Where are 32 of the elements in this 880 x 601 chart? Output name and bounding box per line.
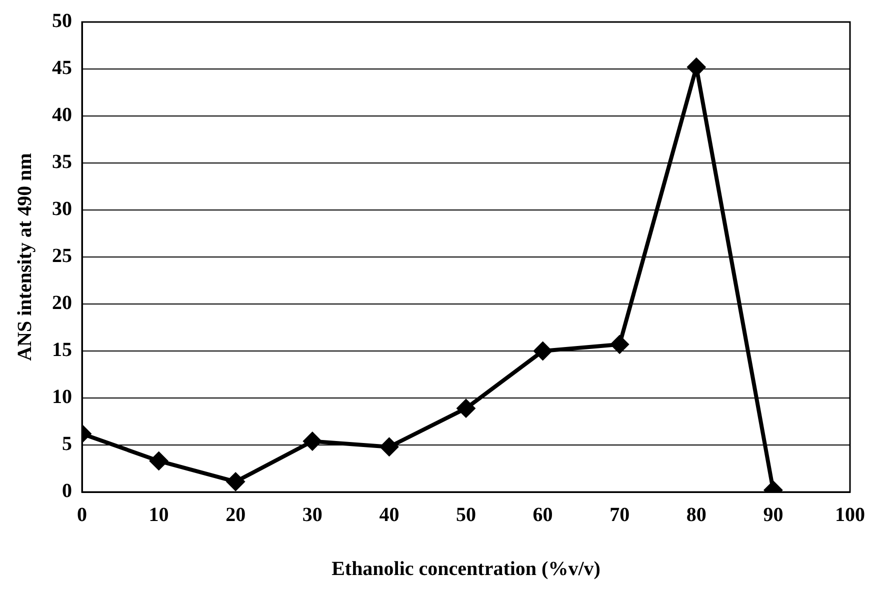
point [380,437,399,456]
point [226,472,246,492]
x-tick-label: 30 [302,504,322,526]
x-axis-title: Ethanolic concentration (%v/v) [332,558,600,580]
point [456,398,476,418]
y-tick-label: 5 [62,433,72,456]
x-tick-label: 100 [835,504,865,526]
y-tick-label: 50 [52,10,72,32]
x-tick-label: 90 [763,504,784,526]
y-tick-label: 45 [52,57,72,80]
point [533,342,552,360]
x-tick-label: 50 [456,504,476,526]
x-tick-label: 0 [77,504,87,526]
y-tick-label: 40 [52,104,72,126]
y-axis-title: ANS intensity at 490 nm [14,152,36,361]
point [302,432,322,451]
x-tick-label: 80 [686,504,706,526]
x-tick-label: 10 [148,504,169,526]
x-tick-label: 70 [610,504,630,526]
point [686,58,706,77]
y-tick-label: 30 [52,198,72,220]
y-tick-label: 35 [52,151,72,174]
y-tick-label: 20 [52,292,72,314]
point [149,451,168,470]
x-tick-label: 60 [532,504,553,526]
x-tick-label: 40 [379,504,400,526]
y-tick-label: 15 [52,339,72,362]
y-tick-label: 25 [52,245,72,268]
y-tick-label: 0 [62,480,72,502]
y-tick-label: 10 [52,386,72,408]
point [610,334,630,354]
x-tick-label: 20 [226,504,246,526]
